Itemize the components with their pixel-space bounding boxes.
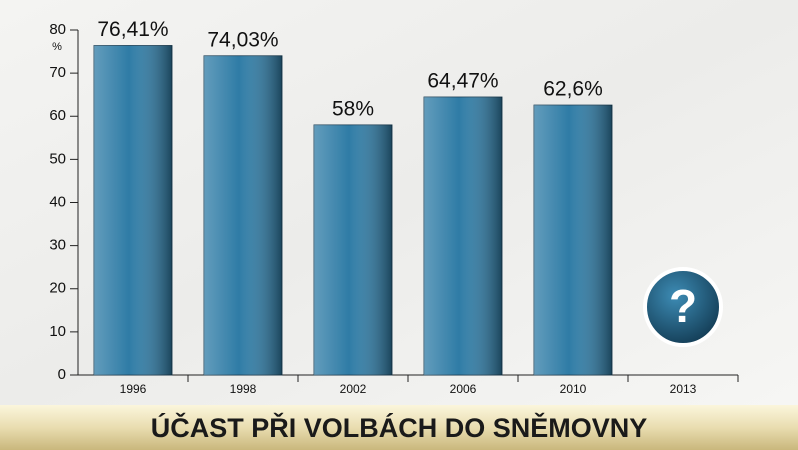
unknown-badge (643, 267, 723, 347)
x-tick-label: 1996 (120, 382, 147, 396)
bar (533, 104, 613, 376)
title-banner (0, 405, 798, 450)
x-tick-label: 2006 (450, 382, 477, 396)
value-label: 58% (332, 97, 374, 120)
x-tick-label: 1998 (230, 382, 257, 396)
value-label: 64,47% (427, 70, 498, 93)
y-tick-label: 70 (49, 64, 66, 81)
x-tick-label: 2013 (670, 382, 697, 396)
unknown-badge-label: ? (669, 280, 697, 332)
chart-title: ÚČAST PŘI VOLBÁCH DO SNĚMOVNY (151, 412, 648, 443)
y-axis-label: % (52, 41, 62, 53)
y-tick-label: 60 (49, 107, 66, 124)
y-tick-label: 50 (49, 150, 66, 167)
y-tick-label: 10 (49, 323, 66, 340)
bar (203, 55, 283, 376)
value-label: 62,6% (543, 78, 603, 101)
y-tick-label: 80 (49, 21, 66, 38)
x-tick-label: 2010 (560, 382, 587, 396)
y-tick-label: 40 (49, 193, 66, 210)
y-tick-label: 30 (49, 237, 66, 254)
value-label: 76,41% (97, 18, 168, 41)
y-tick-label: 0 (58, 366, 66, 383)
bar (93, 45, 173, 376)
x-tick-label: 2002 (340, 382, 367, 396)
bar (423, 96, 503, 376)
value-label: 74,03% (207, 28, 278, 51)
y-tick-label: 20 (49, 280, 66, 297)
bar (313, 124, 393, 376)
